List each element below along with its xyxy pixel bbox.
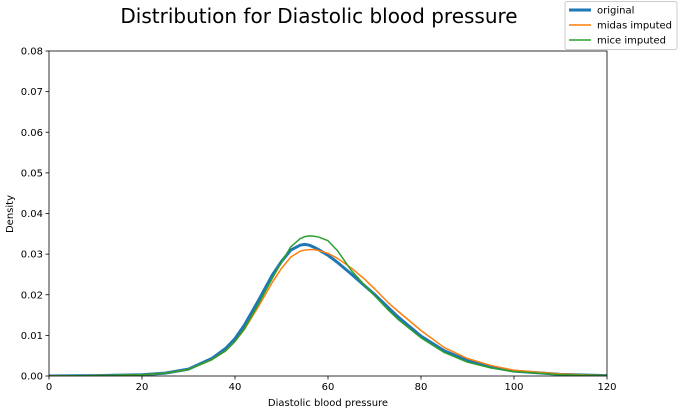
x-axis: 0 20 40 60 80 100 120	[46, 376, 617, 393]
y-tick-label: 0.06	[21, 128, 43, 139]
x-tick-label: 40	[229, 382, 242, 393]
legend: original midas imputed mice imputed	[564, 1, 678, 50]
series-line-midas-imputed	[49, 248, 607, 376]
plot-area	[48, 50, 608, 377]
y-axis-title: Density	[5, 195, 16, 233]
legend-label: mice imputed	[597, 36, 666, 47]
y-tick-label: 0.08	[21, 47, 43, 58]
legend-box	[564, 1, 678, 50]
chart-title: Distribution for Diastolic blood pressur…	[120, 4, 517, 28]
y-tick-label: 0.02	[21, 290, 43, 301]
series-line-original	[49, 242, 607, 376]
y-tick-label: 0.01	[21, 331, 43, 342]
x-tick-label: 120	[597, 382, 616, 393]
legend-label: original	[597, 6, 634, 17]
y-tick-label: 0.00	[21, 372, 43, 383]
y-tick-label: 0.03	[21, 250, 43, 261]
x-tick-label: 0	[46, 382, 52, 393]
x-tick-label: 80	[415, 382, 428, 393]
x-axis-title: Diastolic blood pressure	[268, 398, 388, 409]
y-tick-label: 0.05	[21, 168, 43, 179]
x-tick-label: 100	[504, 382, 523, 393]
series-line-mice-imputed	[49, 235, 607, 376]
x-tick-label: 20	[136, 382, 149, 393]
legend-label: midas imputed	[597, 21, 672, 32]
x-tick-label: 60	[322, 382, 335, 393]
y-tick-label: 0.04	[21, 209, 43, 220]
y-axis: 0.00 0.01 0.02 0.03 0.04 0.05 0.06 0.07 0.08	[21, 47, 49, 383]
plot-frame	[48, 50, 608, 377]
y-tick-label: 0.07	[21, 87, 43, 98]
